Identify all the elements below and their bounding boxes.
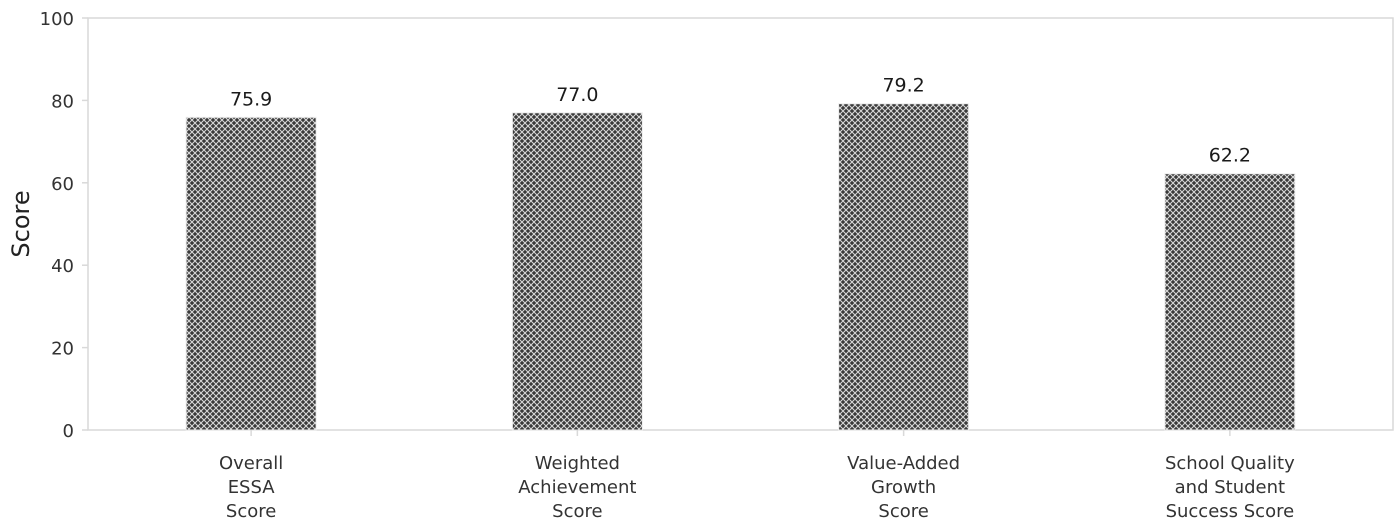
bar <box>838 103 970 431</box>
bar <box>185 116 317 431</box>
data-label: 79.2 <box>882 75 924 97</box>
x-tick-label: Overall ESSA Score <box>219 453 283 522</box>
x-tick-label: School Quality and Student Success Score <box>1165 453 1295 522</box>
x-axis: Overall ESSA Score Weighted Achievement Score… <box>219 430 1295 522</box>
bar <box>511 112 643 431</box>
y-axis-title: Score <box>7 190 35 257</box>
y-tick-label: 20 <box>51 339 74 360</box>
y-tick-label: 40 <box>51 256 74 277</box>
data-label: 75.9 <box>230 88 272 110</box>
y-tick-label: 0 <box>63 421 74 442</box>
y-tick-label: 100 <box>40 9 74 30</box>
y-tick-label: 80 <box>51 91 74 112</box>
x-tick-label: Value-Added Growth Score <box>847 453 960 522</box>
x-tick-label: Weighted Achievement Score <box>518 453 636 522</box>
y-tick-label: 60 <box>51 174 74 195</box>
data-label: 77.0 <box>556 84 598 106</box>
y-axis: 0 20 40 60 80 100 <box>40 9 88 442</box>
bar-series <box>185 103 1296 431</box>
data-labels: 75.9 77.0 79.2 62.2 <box>230 75 1251 167</box>
data-label: 62.2 <box>1209 145 1251 167</box>
bar <box>1164 173 1296 431</box>
